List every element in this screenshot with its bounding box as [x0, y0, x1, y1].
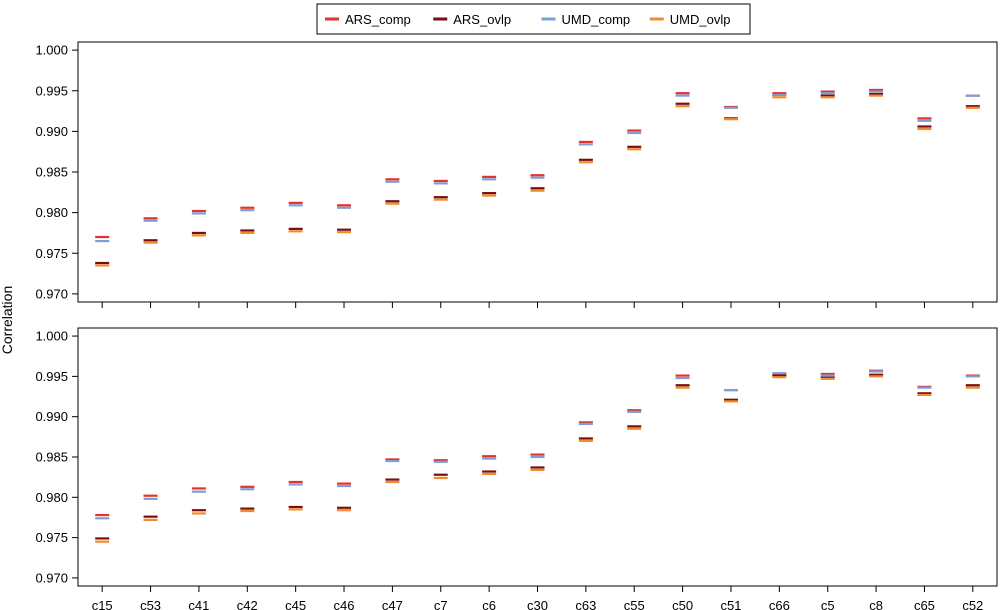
series-UMD_comp: [95, 370, 980, 520]
legend: ARS_comp ARS_ovlp UMD_comp UMD_ovlp: [316, 3, 751, 35]
legend-label-UMD_comp: UMD_comp: [562, 12, 631, 27]
x-tick-label-c45: c45: [285, 598, 306, 610]
series-UMD_comp: [95, 90, 980, 243]
y-axis-label: Correlation: [0, 286, 15, 354]
series-ARS_ovlp: [95, 373, 980, 540]
x-tick-label-c5: c5: [821, 598, 835, 610]
series-ARS_comp: [95, 369, 980, 517]
y-tick-label: 0.980: [35, 205, 68, 220]
x-tick-label-c42: c42: [237, 598, 258, 610]
y-tick-label: 0.990: [35, 124, 68, 139]
y-tick-label: 0.975: [35, 246, 68, 261]
x-tick-label-c65: c65: [914, 598, 935, 610]
legend-box: [316, 3, 751, 35]
panel-frame: [77, 41, 998, 303]
x-tick-label-c47: c47: [382, 598, 403, 610]
x-tick-label-c52: c52: [962, 598, 983, 610]
y-tick-label: 0.985: [35, 450, 68, 465]
x-tick-label-c66: c66: [769, 598, 790, 610]
y-tick-label: 0.985: [35, 165, 68, 180]
x-tick-label-c41: c41: [188, 598, 209, 610]
y-tick-label: 0.995: [35, 369, 68, 384]
x-tick-label-c53: c53: [140, 598, 161, 610]
x-tick-label-c55: c55: [624, 598, 645, 610]
legend-label-ARS_ovlp: ARS_ovlp: [453, 12, 511, 27]
x-tick-label-c46: c46: [334, 598, 355, 610]
x-tick-label-c63: c63: [575, 598, 596, 610]
series-UMD_ovlp: [95, 375, 980, 543]
panel-2: 0.970 0.975 0.980 0.985 0.990 0.995 1.000 c15 c5…: [35, 327, 998, 610]
series-UMD_ovlp: [95, 94, 980, 267]
x-tick-label-c50: c50: [672, 598, 693, 610]
x-tick-label-c15: c15: [92, 598, 113, 610]
series-ARS_comp: [95, 88, 980, 239]
y-tick-label: 1.000: [35, 329, 68, 344]
panels: 0.9700.9750.9800.9850.9900.9951.0000.970…: [35, 41, 998, 610]
legend-label-ARS_comp: ARS_comp: [345, 12, 411, 27]
x-tick-label-c7: c7: [434, 598, 448, 610]
y-tick-label: 0.975: [35, 530, 68, 545]
y-tick-label: 1.000: [35, 43, 68, 58]
y-tick-label: 0.970: [35, 286, 68, 301]
x-tick-label-c30: c30: [527, 598, 548, 610]
y-tick-label: 0.970: [35, 570, 68, 585]
y-tick-label: 0.990: [35, 409, 68, 424]
x-tick-label-c8: c8: [869, 598, 883, 610]
panel-1: 0.970 0.975 0.980 0.985 0.990 0.995 1.000: [35, 41, 998, 308]
x-tick-label-c51: c51: [720, 598, 741, 610]
y-tick-label: 0.995: [35, 83, 68, 98]
x-tick-label-c6: c6: [482, 598, 496, 610]
y-tick-label: 0.980: [35, 490, 68, 505]
legend-label-UMD_ovlp: UMD_ovlp: [670, 12, 731, 27]
